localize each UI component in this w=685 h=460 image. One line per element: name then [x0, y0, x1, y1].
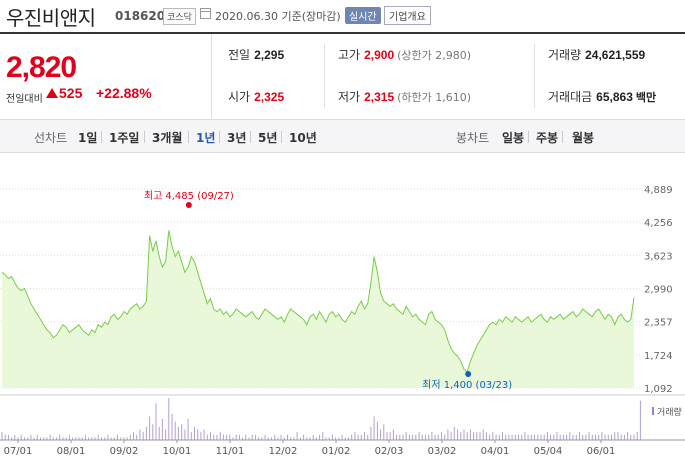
- period-divider: [144, 131, 145, 143]
- period-divider: [250, 131, 251, 143]
- stat-label: 저가: [338, 90, 361, 104]
- stats-separator: [324, 44, 325, 108]
- change-label: 전일대비: [6, 94, 43, 105]
- stat-prev-close: 전일 2,295: [228, 34, 284, 76]
- stat-label: 시가: [228, 90, 251, 104]
- period-1d[interactable]: 1일: [78, 131, 98, 145]
- y-tick-label: 4,889: [644, 185, 673, 196]
- stat-value: 2,325: [254, 90, 285, 104]
- price-change: 525: [59, 85, 83, 101]
- period-selector: 선차트 1일 1주일 3개월 1년 3년 5년 10년 봉차트 일봉 주봉 월봉: [0, 119, 685, 153]
- stat-value: 24,621,559: [585, 48, 646, 62]
- stat-value: 2,900: [364, 48, 395, 62]
- x-tick-label: 07/01: [4, 446, 33, 457]
- stat-unit: 백만: [635, 91, 657, 104]
- x-tick-label: 04/01: [481, 446, 510, 457]
- stat-label: 고가: [338, 48, 361, 62]
- period-divider: [101, 131, 102, 143]
- stat-high: 고가 2,900 (상한가 2,980): [338, 34, 471, 76]
- stat-value: 2,295: [254, 48, 285, 62]
- high-annotation: 최고 4,485 (09/27): [144, 190, 234, 202]
- stat-sub: (하한가 1,610): [397, 91, 472, 104]
- period-3m[interactable]: 3개월: [152, 131, 183, 145]
- stat-volume: 거래량 24,621,559: [548, 34, 645, 76]
- y-tick-label: 3,623: [644, 251, 673, 262]
- stat-sub: (상한가 2,980): [397, 49, 472, 62]
- period-divider: [562, 131, 563, 143]
- x-tick-label: 02/03: [375, 446, 404, 457]
- price-chart: 4,889 4,256 3,623 2,990 2,357 1,724 1,092 최고 4,…: [0, 153, 685, 460]
- base-date: 2020.06.30 기준(장마감): [215, 10, 341, 23]
- x-tick-label: 09/02: [110, 446, 139, 457]
- stat-label: 거래량: [548, 48, 582, 62]
- period-divider: [528, 131, 529, 143]
- period-divider: [188, 131, 189, 143]
- stat-label: 전일: [228, 48, 251, 62]
- realtime-button[interactable]: 실시간: [345, 7, 381, 24]
- header-divider: [0, 32, 685, 34]
- current-price: 2,820: [6, 51, 77, 84]
- stats-grid: 전일 2,295 고가 2,900 (상한가 2,980) 거래량 24,621,559…: [212, 34, 685, 118]
- candle-weekly[interactable]: 주봉: [536, 131, 559, 145]
- low-marker: [465, 371, 472, 377]
- period-divider: [281, 131, 282, 143]
- x-tick-label: 10/01: [163, 446, 192, 457]
- company-info-button[interactable]: 기업개요: [384, 6, 431, 25]
- stat-value: 65,863: [596, 90, 633, 104]
- period-10y[interactable]: 10년: [289, 131, 317, 145]
- calendar-icon: [200, 8, 211, 19]
- stat-low: 저가 2,315 (하한가 1,610): [338, 76, 471, 118]
- price-area: [2, 230, 634, 388]
- y-tick-label: 1,092: [644, 384, 673, 395]
- price-change-percent: +22.88%: [96, 85, 152, 101]
- x-tick-label: 12/02: [269, 446, 298, 457]
- period-divider: [219, 131, 220, 143]
- price-summary: 2,820 전일대비 525 +22.88%: [0, 34, 212, 118]
- line-chart-label: 선차트: [34, 131, 68, 145]
- y-tick-label: 1,724: [644, 351, 673, 362]
- x-tick-label: 03/02: [428, 446, 457, 457]
- period-5y[interactable]: 5년: [258, 131, 278, 145]
- period-3y[interactable]: 3년: [227, 131, 247, 145]
- y-tick-label: 2,990: [644, 285, 673, 296]
- volume-legend: 거래량: [657, 406, 682, 418]
- stats-separator: [534, 44, 535, 108]
- y-tick-label: 2,357: [644, 318, 673, 329]
- stat-amount: 거래대금 65,863 백만: [548, 76, 656, 118]
- x-tick-label: 11/01: [216, 446, 245, 457]
- stock-header: 우진비앤지 018620 코스닥 2020.06.30 기준(장마감) 실시간 …: [0, 0, 685, 32]
- x-tick-label: 06/01: [587, 446, 616, 457]
- stock-name: 우진비앤지: [6, 6, 96, 30]
- period-1y[interactable]: 1년: [196, 131, 216, 145]
- price-line: [1, 230, 635, 373]
- stat-open: 시가 2,325: [228, 76, 284, 118]
- volume-legend-swatch: [652, 407, 654, 415]
- candle-monthly[interactable]: 월봉: [572, 131, 595, 145]
- x-tick-label: 01/02: [322, 446, 351, 457]
- low-annotation: 최저 1,400 (03/23): [422, 379, 512, 391]
- candle-daily[interactable]: 일봉: [502, 131, 525, 145]
- x-tick-label: 08/01: [57, 446, 86, 457]
- candle-chart-label: 봉차트: [456, 131, 490, 145]
- stat-label: 거래대금: [548, 90, 593, 104]
- high-marker: [185, 202, 192, 208]
- market-badge: 코스닥: [163, 8, 196, 25]
- price-chart-svg: 4,889 4,256 3,623 2,990 2,357 1,724 1,092 최고 4,…: [0, 185, 685, 457]
- x-tick-label: 05/04: [534, 446, 563, 457]
- y-tick-label: 4,256: [644, 218, 673, 229]
- stock-code: 018620: [115, 9, 166, 23]
- up-arrow-icon: [46, 88, 58, 98]
- stat-value: 2,315: [364, 90, 395, 104]
- period-1w[interactable]: 1주일: [109, 131, 140, 145]
